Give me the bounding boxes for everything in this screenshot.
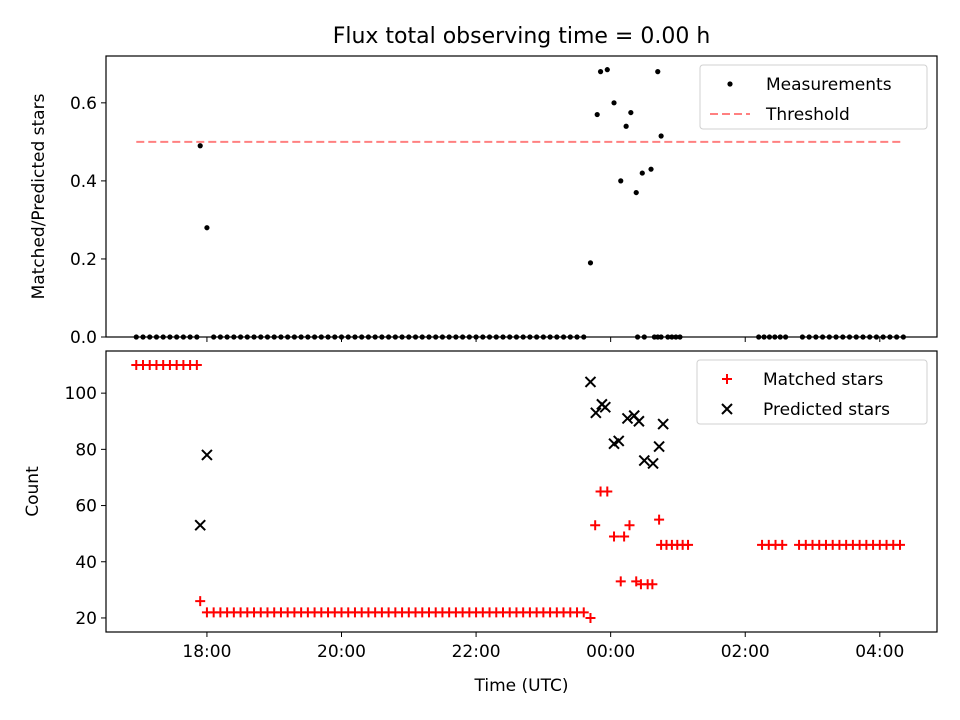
- data-point: [648, 166, 654, 172]
- data-point: [639, 170, 645, 176]
- x-tick-label: 22:00: [452, 642, 501, 662]
- data-point: [621, 412, 634, 425]
- x-tick-label: 04:00: [855, 642, 904, 662]
- x-tick-label: 02:00: [721, 642, 770, 662]
- data-point: [590, 520, 601, 531]
- data-point: [602, 486, 613, 497]
- data-point: [777, 539, 788, 550]
- y-tick-label: 0.0: [70, 328, 97, 348]
- data-point: [584, 376, 597, 388]
- axes-frame: [105, 55, 938, 338]
- legend: Measurements Threshold: [699, 64, 928, 130]
- data-point: [585, 612, 596, 623]
- data-point: [894, 539, 905, 550]
- data-point: [597, 69, 604, 75]
- x-tick-label: 00:00: [586, 642, 635, 662]
- data-point: [633, 189, 639, 196]
- legend-marker: [722, 374, 732, 384]
- data-point: [633, 415, 645, 427]
- counts-panel: 18:00 20:00 22:00 00:00 02:00 04:00 20 40 60 80 10…: [23, 350, 938, 696]
- data-point: [594, 111, 600, 118]
- data-point: [654, 514, 665, 525]
- legend: Matched stars Predicted stars: [696, 359, 928, 425]
- y-tick-label: 60: [75, 497, 97, 517]
- y-tick-label: 20: [75, 609, 97, 629]
- data-point: [587, 260, 594, 266]
- data-point: [609, 531, 620, 542]
- data-point: [619, 531, 630, 542]
- data-point: [204, 225, 210, 231]
- x-tick-label: 18:00: [182, 642, 231, 662]
- legend-marker: [721, 403, 733, 415]
- data-point: [683, 539, 694, 550]
- legend-label: Measurements: [766, 75, 892, 95]
- x-axis-label: Time (UTC): [474, 676, 569, 696]
- data-point: [618, 178, 624, 184]
- series-matched-stars: [131, 360, 905, 623]
- y-tick-label: 0.4: [70, 172, 97, 192]
- y-tick-label: 40: [75, 553, 97, 573]
- data-point: [197, 143, 203, 149]
- legend-marker: [727, 81, 733, 87]
- data-point: [578, 607, 589, 618]
- data-point: [647, 457, 659, 470]
- data-point: [191, 360, 202, 371]
- data-point: [615, 576, 626, 587]
- data-point: [657, 418, 669, 430]
- data-point: [624, 520, 635, 531]
- y-tick-label: 0.6: [70, 94, 97, 114]
- measurements-panel: Flux total observing time = 0.00 h 0.0 0.2…: [29, 24, 938, 348]
- data-point: [201, 449, 213, 461]
- data-point: [590, 407, 602, 419]
- legend-label: Matched stars: [763, 370, 883, 390]
- data-point: [638, 454, 651, 467]
- data-point: [653, 440, 665, 453]
- y-tick-label: 100: [65, 384, 97, 404]
- data-point: [658, 133, 664, 139]
- data-point: [195, 596, 206, 607]
- axes-frame: [105, 350, 938, 633]
- legend-box: [699, 64, 928, 130]
- data-point: [194, 519, 206, 531]
- y-tick-label: 0.2: [70, 250, 97, 270]
- y-axis-label: Matched/Predicted stars: [29, 93, 49, 299]
- data-point: [599, 401, 611, 413]
- y-tick-label: 80: [75, 440, 97, 460]
- data-point: [611, 100, 617, 106]
- legend-box: [696, 359, 928, 425]
- legend-label: Threshold: [765, 105, 850, 125]
- data-point: [655, 69, 661, 75]
- data-point: [647, 579, 658, 590]
- legend-label: Predicted stars: [763, 400, 890, 420]
- data-point: [628, 109, 634, 116]
- data-point: [623, 123, 629, 129]
- data-point: [613, 435, 625, 447]
- chart-title: Flux total observing time = 0.00 h: [333, 24, 711, 49]
- y-axis-label: Count: [23, 466, 43, 517]
- x-tick-label: 20:00: [317, 642, 366, 662]
- series-predicted-stars: [194, 376, 669, 531]
- data-point: [604, 67, 610, 73]
